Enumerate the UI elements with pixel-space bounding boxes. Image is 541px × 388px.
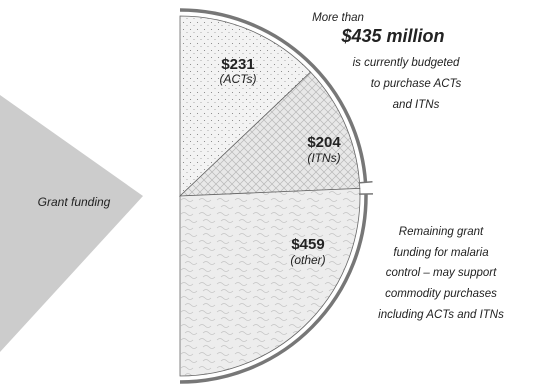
slice-sub-other: (other) <box>290 253 325 267</box>
slice-value-acts: $231 <box>221 56 254 73</box>
slice-other <box>179 187 361 377</box>
annotation-bottom-line2: funding for malaria <box>393 247 488 259</box>
slice-sub-itns: (ITNs) <box>307 151 340 165</box>
annotation-bottom-line3: control – may support <box>386 267 497 279</box>
budget-bracket-bottom <box>179 193 368 384</box>
annotation-bottom-line1: Remaining grant <box>399 226 484 238</box>
annotation-top-amount: $435 million <box>340 26 444 46</box>
annotation-bottom-line4: commodity purchases <box>385 288 497 300</box>
annotation-top-line3: is currently budgeted <box>353 57 460 69</box>
annotation-top-line5: and ITNs <box>393 99 440 111</box>
slice-itns <box>178 71 361 197</box>
annotation-top-line4: to purchase ACTs <box>371 78 462 90</box>
annotation-top-line1: More than <box>312 12 364 24</box>
slice-acts <box>179 15 312 197</box>
pie-slices <box>178 15 361 377</box>
grant-funding-label: Grant funding <box>38 195 111 209</box>
annotation-bottom-line5: including ACTs and ITNs <box>378 309 504 321</box>
grant-funding-arrow <box>0 95 143 352</box>
slice-value-other: $459 <box>291 236 324 253</box>
budget-bracket-top <box>179 8 368 183</box>
slice-sub-acts: (ACTs) <box>220 72 257 86</box>
slice-value-itns: $204 <box>307 134 341 151</box>
bracket-break-tick <box>358 181 373 184</box>
